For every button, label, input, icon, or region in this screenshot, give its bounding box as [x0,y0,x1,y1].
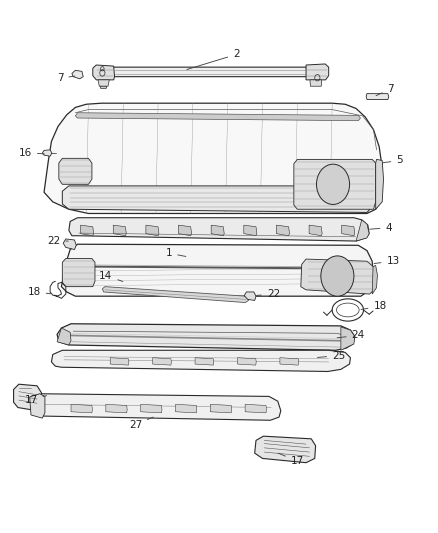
Polygon shape [280,358,299,365]
Polygon shape [366,94,389,100]
Polygon shape [102,287,249,303]
Polygon shape [106,405,127,413]
Polygon shape [356,220,369,241]
Text: 7: 7 [376,84,394,96]
Polygon shape [81,225,94,236]
Polygon shape [342,225,355,236]
Polygon shape [237,358,256,365]
Polygon shape [244,225,257,236]
Polygon shape [310,80,322,86]
Polygon shape [100,86,107,88]
Text: 14: 14 [99,271,123,281]
Polygon shape [75,113,360,120]
Text: 18: 18 [28,287,51,297]
Polygon shape [141,405,162,413]
Text: 18: 18 [361,301,387,311]
Polygon shape [51,350,350,372]
Text: 2: 2 [187,50,240,69]
Text: 13: 13 [374,256,400,266]
Polygon shape [152,358,171,365]
Text: 22: 22 [257,289,280,299]
Polygon shape [110,67,308,77]
Text: 17: 17 [278,453,304,466]
Polygon shape [57,324,355,350]
Polygon shape [57,328,71,345]
Polygon shape [31,394,281,420]
Text: 1: 1 [166,248,186,259]
Text: 7: 7 [57,73,75,83]
Polygon shape [72,70,83,79]
Polygon shape [341,327,355,350]
Polygon shape [62,186,375,213]
Polygon shape [301,259,376,294]
Text: 17: 17 [25,395,46,405]
Polygon shape [146,225,159,236]
Polygon shape [62,259,95,287]
Polygon shape [71,405,92,413]
Polygon shape [210,405,232,413]
Polygon shape [254,436,316,463]
Text: 25: 25 [318,351,345,361]
Text: 24: 24 [337,330,365,341]
Polygon shape [244,292,256,301]
Circle shape [317,164,350,205]
Text: 22: 22 [47,236,68,246]
Polygon shape [69,217,369,241]
Text: 16: 16 [19,148,44,158]
Polygon shape [195,358,214,365]
Polygon shape [211,225,224,236]
Polygon shape [61,244,374,296]
Polygon shape [93,65,115,80]
Polygon shape [63,239,76,249]
Text: 4: 4 [370,223,392,233]
Text: 5: 5 [383,156,403,165]
Polygon shape [14,384,42,411]
Polygon shape [42,150,52,156]
Polygon shape [30,394,45,418]
Polygon shape [179,225,191,236]
Polygon shape [44,103,382,214]
Polygon shape [276,225,290,236]
Polygon shape [306,64,328,80]
Polygon shape [176,405,197,413]
Polygon shape [372,265,378,294]
Polygon shape [113,225,126,236]
Polygon shape [98,80,110,86]
Polygon shape [309,225,322,236]
Text: 27: 27 [129,417,153,430]
Polygon shape [294,159,376,209]
Polygon shape [110,358,129,365]
Circle shape [321,256,354,296]
Polygon shape [59,158,92,184]
Polygon shape [245,405,266,413]
Polygon shape [376,159,384,209]
